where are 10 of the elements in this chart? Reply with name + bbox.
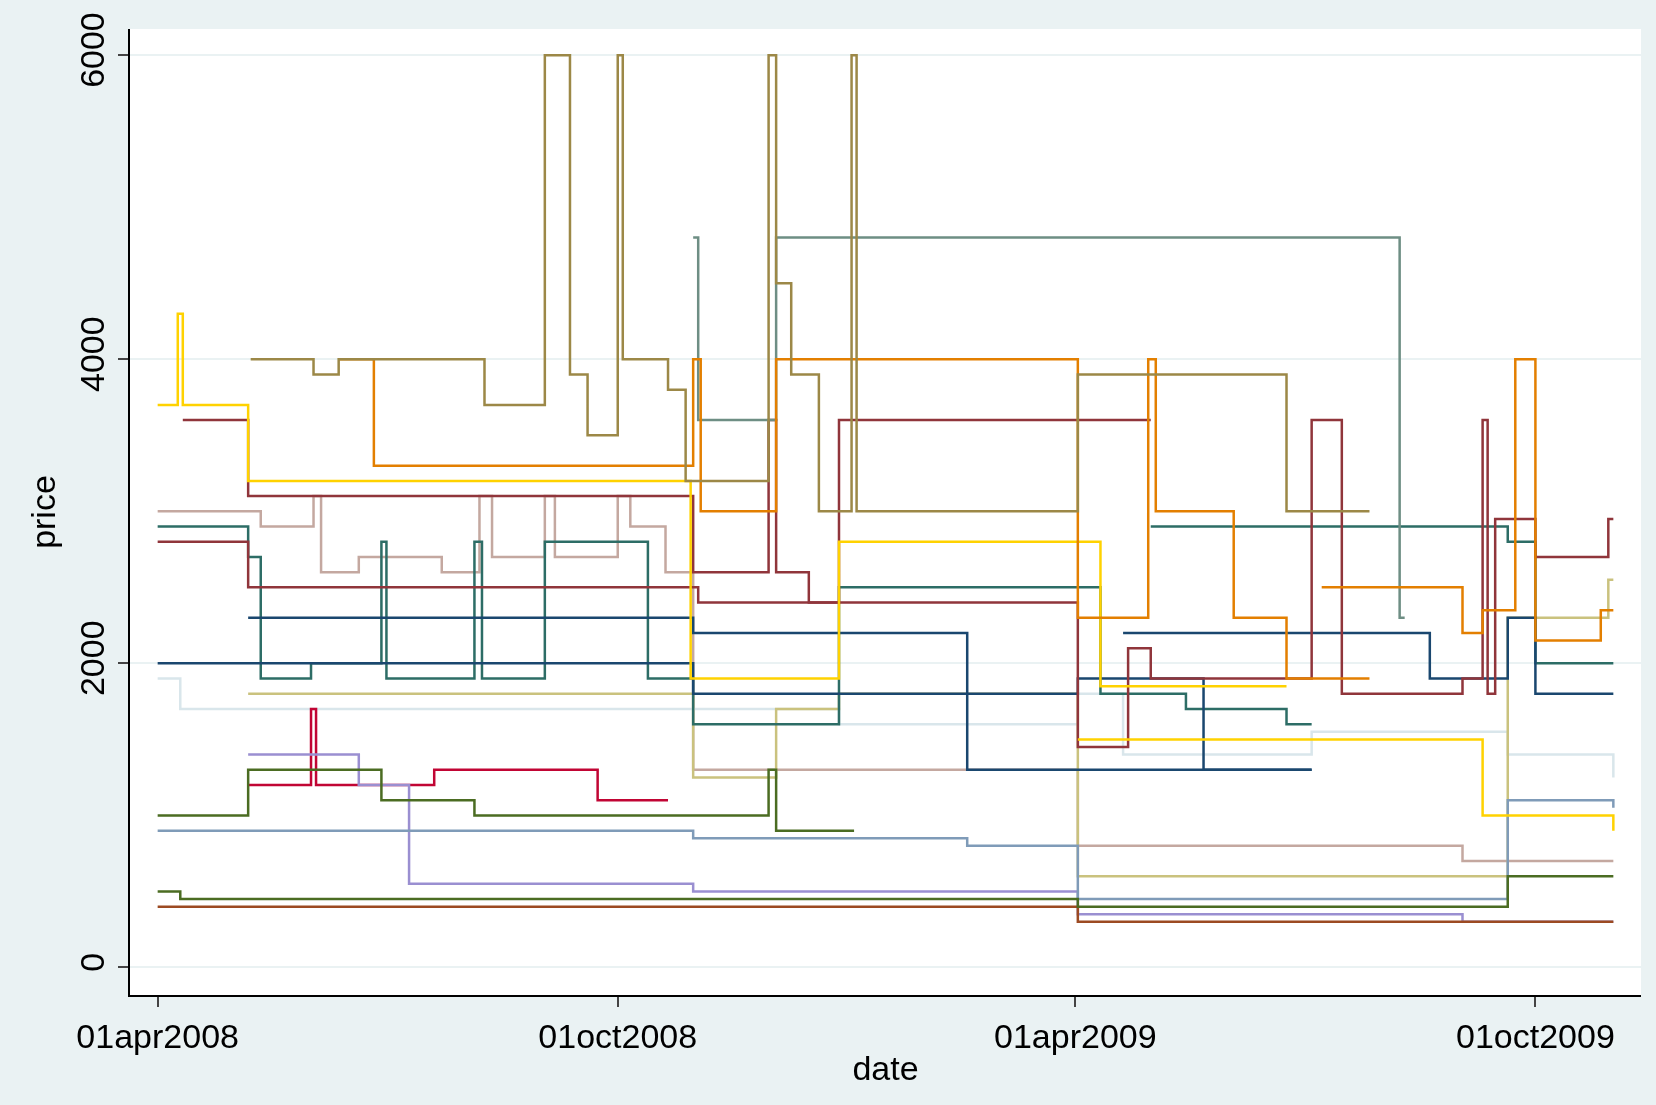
y-tick-label: 6000	[73, 12, 112, 88]
y-tick-label: 4000	[73, 316, 112, 392]
y-tick-label: 2000	[73, 620, 112, 697]
y-tick-label: 0	[73, 952, 112, 972]
x-tick-label: 01oct2008	[538, 1016, 698, 1055]
y-axis-title: price	[23, 475, 62, 549]
x-axis-title: date	[852, 1048, 919, 1087]
x-tick-label: 01apr2008	[76, 1016, 239, 1055]
x-tick-label: 01apr2009	[994, 1016, 1157, 1055]
x-tick-label: 01oct2009	[1456, 1016, 1615, 1055]
